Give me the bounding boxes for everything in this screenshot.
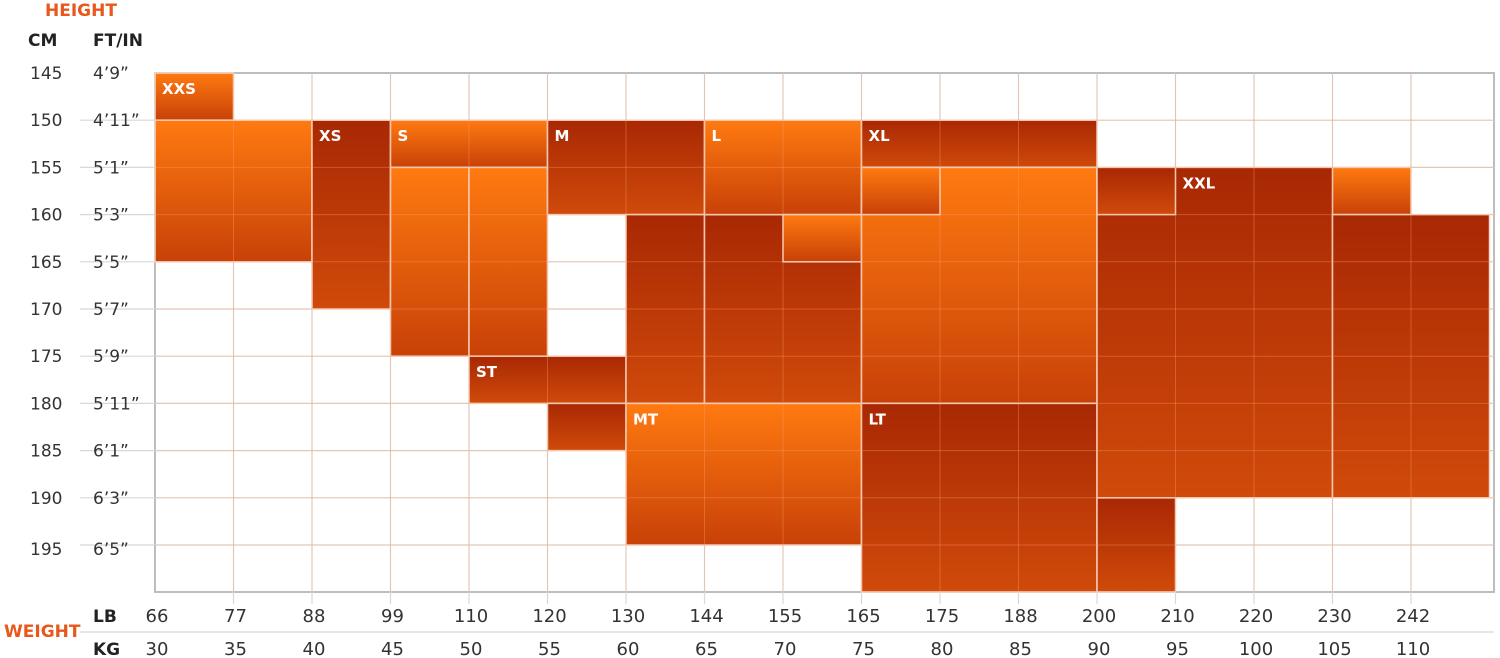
size-label-xs: XS	[319, 127, 341, 145]
size-label-st: ST	[476, 363, 498, 381]
weight-lb-tick: 99	[381, 606, 404, 627]
height-cm-tick: 195	[30, 540, 62, 560]
size-label-mt: MT	[633, 410, 659, 428]
height-cm-tick: 155	[30, 158, 62, 178]
height-title: HEIGHT	[45, 1, 117, 21]
size-label-l: L	[712, 127, 722, 145]
size-zone-xl-body	[860, 166, 941, 216]
size-label-lt: LT	[869, 410, 887, 428]
size-zone-st	[468, 355, 627, 405]
height-ftin-tick: 6’3”	[93, 489, 129, 509]
weight-lb-tick: 220	[1239, 606, 1273, 627]
weight-lb-tick: 120	[532, 606, 566, 627]
weight-kg-tick: 50	[460, 639, 483, 658]
size-zone-s	[468, 166, 549, 357]
ftin-header: FT/IN	[93, 31, 143, 51]
height-cm-tick: 175	[30, 347, 62, 367]
weight-lb-tick: 242	[1396, 606, 1430, 627]
size-zone-lt	[860, 402, 1098, 593]
size-zones	[154, 72, 1494, 593]
weight-lb-tick: 88	[303, 606, 326, 627]
lb-header: LB	[93, 607, 117, 627]
height-ftin-tick: 5’7”	[93, 300, 129, 320]
weight-lb-tick: 66	[146, 606, 169, 627]
size-zone-lt	[1096, 497, 1177, 593]
height-ftin-tick: 6’5”	[93, 540, 129, 560]
cm-header: CM	[28, 31, 57, 51]
size-zone-xxl-body	[1096, 166, 1177, 216]
weight-lb-tick: 165	[846, 606, 880, 627]
weight-lb-tick: 130	[611, 606, 645, 627]
weight-lb-tick: 110	[454, 606, 488, 627]
weight-kg-tick: 30	[146, 639, 169, 658]
weight-lb-tick: 210	[1160, 606, 1194, 627]
size-zone-mt	[625, 402, 863, 546]
size-label-xxl: XXL	[1183, 174, 1216, 192]
weight-lb-tick: 175	[925, 606, 959, 627]
size-zone-l	[703, 119, 863, 216]
weight-lb-tick: 144	[689, 606, 723, 627]
weight-kg-tick: 55	[538, 639, 561, 658]
size-zone-st	[546, 402, 627, 452]
weight-lb-tick: 188	[1003, 606, 1037, 627]
weight-kg-tick: 95	[1166, 639, 1189, 658]
size-zone-m	[546, 119, 706, 216]
height-cm-tick: 185	[30, 442, 62, 462]
height-ftin-tick: 5’11”	[93, 394, 140, 414]
height-ftin-tick: 6’1”	[93, 442, 129, 462]
weight-lb-tick: 230	[1317, 606, 1351, 627]
size-zone-m	[625, 213, 706, 405]
size-zone-xs	[311, 119, 392, 310]
height-cm-tick: 145	[30, 64, 62, 84]
size-label-s: S	[398, 127, 409, 145]
size-zone-xxs	[154, 119, 313, 263]
kg-header: KG	[93, 640, 120, 658]
height-ftin-tick: 5’9”	[93, 347, 129, 367]
size-label-xl: XL	[869, 127, 891, 145]
height-ftin-tick: 5’5”	[93, 253, 129, 273]
height-cm-tick: 170	[30, 300, 62, 320]
weight-kg-tick: 60	[617, 639, 640, 658]
height-ftin-tick: 5’1”	[93, 158, 129, 178]
weight-kg-tick: 45	[381, 639, 404, 658]
weight-kg-tick: 90	[1088, 639, 1111, 658]
weight-kg-tick: 40	[303, 639, 326, 658]
size-zone-xxl-body	[1096, 166, 1334, 499]
plot-frame	[154, 72, 1495, 593]
weight-kg-tick: 35	[224, 639, 247, 658]
weight-lb-tick: 77	[224, 606, 247, 627]
height-cm-tick: 160	[30, 206, 62, 226]
weight-kg-tick: 75	[852, 639, 875, 658]
weight-kg-tick: 110	[1396, 639, 1430, 658]
height-cm-tick: 150	[30, 111, 62, 131]
size-label-m: M	[555, 127, 570, 145]
size-zone-xxl-body	[1331, 213, 1491, 499]
weight-kg-tick: 85	[1009, 639, 1032, 658]
height-cm-tick: 165	[30, 253, 62, 273]
weight-kg-tick: 80	[931, 639, 954, 658]
height-cm-tick: 190	[30, 489, 62, 509]
size-labels: XXS XS S M L XL XXL ST MT LT	[162, 80, 1216, 428]
weight-kg-tick: 100	[1239, 639, 1273, 658]
weight-lb-tick: 200	[1082, 606, 1116, 627]
height-ftin-tick: 4’11”	[93, 111, 140, 131]
size-label-xxs: XXS	[162, 80, 196, 98]
weight-kg-tick: 105	[1317, 639, 1351, 658]
size-zone-l	[782, 213, 863, 263]
height-ftin-tick: 4’9”	[93, 64, 129, 84]
size-zone-xl	[860, 119, 1098, 169]
axis-ticks: 145 4’9” 150 4’11” 155 5’1” 160 5’3” 165 5’5” 170 5…	[30, 64, 1430, 658]
size-zone-s	[389, 166, 470, 357]
weight-title: WEIGHT	[4, 622, 81, 642]
weight-lb-tick: 155	[768, 606, 802, 627]
height-cm-tick: 180	[30, 394, 62, 414]
size-zone-xxs	[154, 72, 235, 121]
height-ftin-tick: 5’3”	[93, 206, 129, 226]
weight-kg-tick: 70	[774, 639, 797, 658]
weight-kg-tick: 65	[695, 639, 718, 658]
